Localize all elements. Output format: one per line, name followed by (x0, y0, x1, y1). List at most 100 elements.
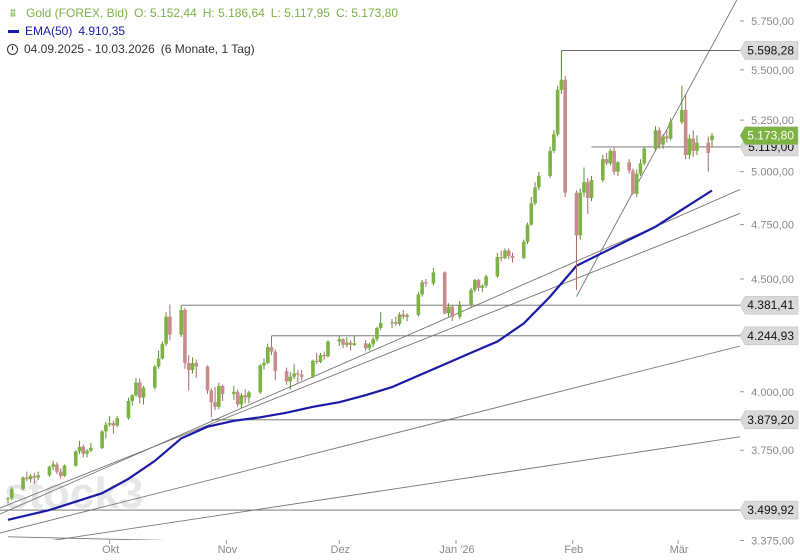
candle-body (243, 395, 247, 398)
candle (457, 301, 462, 319)
candle (156, 350, 161, 369)
candle-body (537, 175, 541, 188)
candle (111, 420, 116, 434)
candle-body (706, 142, 711, 153)
candle (442, 271, 447, 315)
candle-body (115, 418, 119, 426)
y-tick-label: 3.375,00 (751, 536, 794, 548)
candle-body (51, 464, 55, 467)
candle (585, 177, 590, 214)
candle (687, 134, 692, 160)
level-tag-bg (739, 410, 799, 430)
candle-body (130, 395, 135, 402)
level-tag-text: 4.381,41 (747, 298, 794, 312)
candle-body (21, 477, 25, 489)
candle-body (284, 371, 289, 382)
candle (25, 471, 29, 482)
candle-body (657, 130, 662, 145)
candle-body (81, 446, 86, 454)
x-tick-label: Dez (331, 544, 351, 556)
level-tag-text: 3.499,92 (747, 503, 794, 517)
candle (634, 169, 639, 197)
legend-period: (6 Monate, 1 Tag) (160, 42, 255, 56)
candle-body (442, 272, 447, 314)
candle (205, 365, 210, 395)
candle (503, 248, 507, 260)
candle (134, 377, 138, 397)
candle-body (247, 392, 251, 398)
candle (337, 335, 342, 346)
legend-high: H: 5.186,64 (202, 6, 265, 20)
candle (416, 292, 421, 317)
candle (601, 155, 605, 183)
candle-body (47, 466, 52, 476)
candle (32, 472, 37, 484)
candle-body (311, 360, 315, 377)
candle-body (631, 170, 635, 194)
candle-body (77, 446, 82, 452)
candle (529, 196, 534, 226)
level-tag-text: 3.879,20 (747, 413, 794, 427)
candle-body (107, 423, 112, 425)
candle-body (446, 306, 451, 314)
candle-body (213, 402, 217, 407)
candle (616, 161, 620, 176)
candle (348, 340, 353, 351)
candle-body (525, 224, 530, 242)
candle-body (232, 391, 236, 395)
candle-body (89, 447, 93, 451)
level-tag: 3.499,92 (739, 500, 799, 520)
candle-body (638, 163, 643, 174)
candle (480, 284, 485, 293)
candle-body (424, 282, 428, 284)
trendline (0, 345, 740, 534)
candle-body (521, 241, 526, 258)
candle (299, 369, 304, 381)
candle-body (156, 358, 161, 367)
candle-body (363, 343, 368, 349)
candle-body (190, 363, 195, 370)
candle-body (85, 450, 89, 454)
candle-body (503, 250, 507, 259)
candle (552, 130, 556, 153)
candle-body (683, 109, 688, 156)
candle-body (205, 366, 210, 391)
trendline (0, 212, 740, 509)
x-tick-label: Nov (218, 544, 238, 556)
candle (51, 460, 55, 471)
candle (247, 390, 251, 404)
candle-body (695, 142, 699, 151)
candle (239, 392, 244, 408)
candle (695, 135, 699, 156)
candle (420, 280, 424, 297)
candle (341, 338, 345, 349)
level-tag-text: 4.244,93 (747, 329, 794, 343)
candle-body (235, 391, 240, 405)
candle-body (582, 182, 586, 193)
candle (77, 440, 82, 454)
candle-body (499, 257, 503, 259)
trendline (52, 436, 740, 540)
candle (691, 130, 695, 158)
candle (627, 159, 631, 174)
candle (311, 359, 315, 378)
candle (495, 252, 500, 278)
candle-body (269, 347, 274, 352)
ema-line (7, 189, 713, 521)
candle (292, 364, 296, 380)
candle (680, 85, 684, 125)
candle (137, 378, 142, 404)
candle (397, 312, 402, 326)
candle-body (378, 322, 383, 328)
candle (73, 450, 78, 467)
candle (235, 389, 240, 407)
candle-body (273, 351, 278, 372)
candle (706, 136, 711, 172)
candle (81, 444, 86, 458)
candle-body (318, 355, 323, 362)
candle-body (239, 395, 244, 405)
candle-body (604, 159, 609, 164)
legend-ohlc-row: ⩩ Gold (FOREX, Bid) O: 5.152,44 H: 5.186… (6, 4, 404, 22)
candle-body (668, 122, 673, 139)
